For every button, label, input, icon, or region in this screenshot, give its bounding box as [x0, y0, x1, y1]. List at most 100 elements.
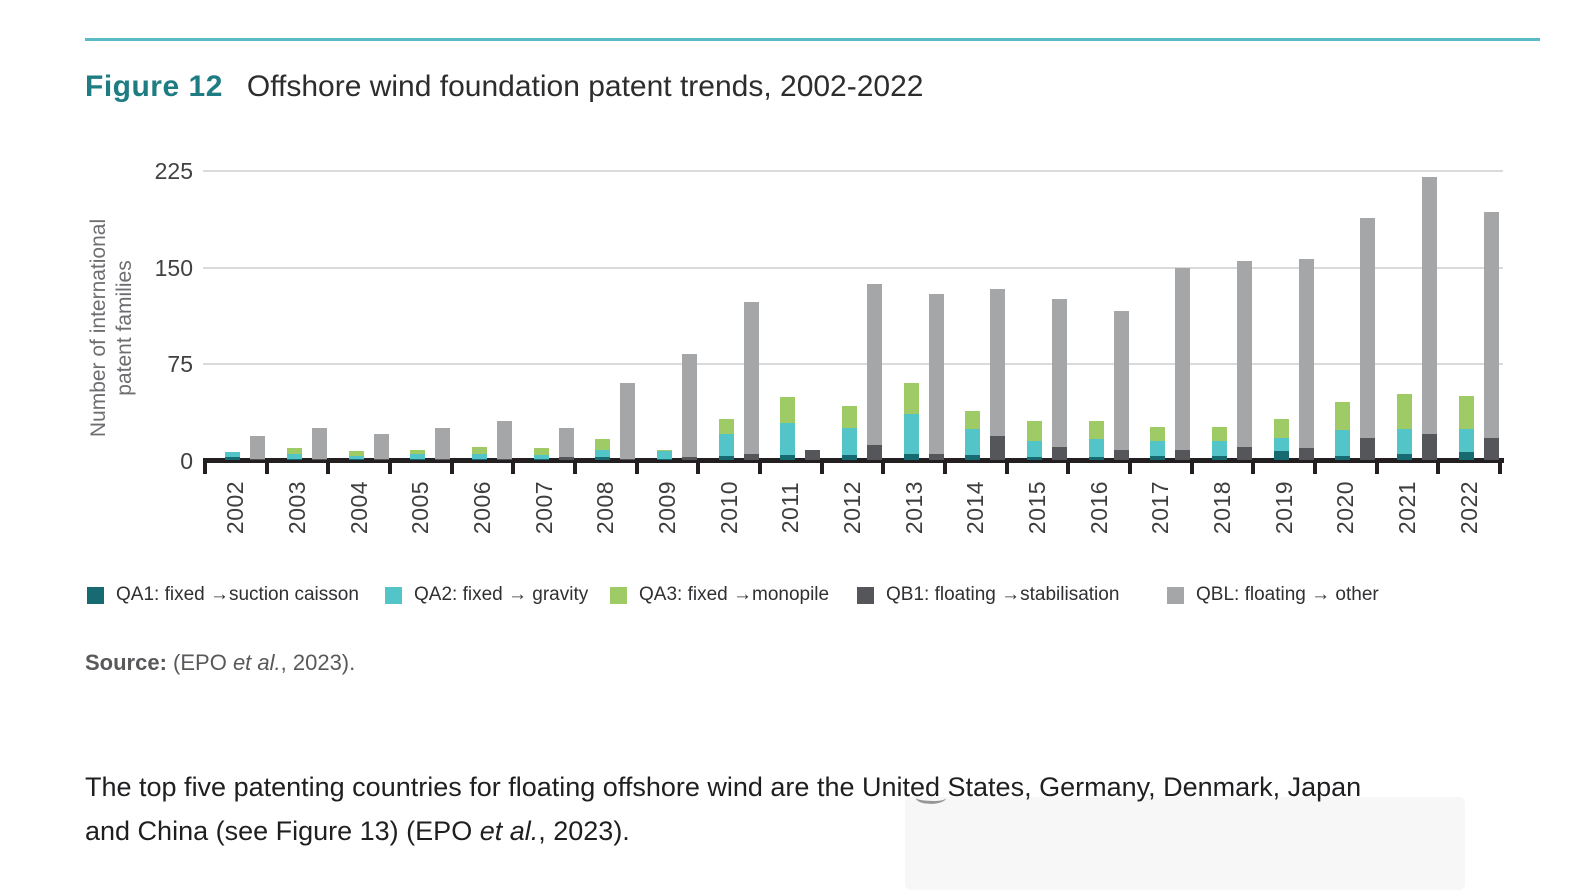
bar-segment-QA2-2011 [780, 422, 796, 455]
bar-segment-QA3-2017 [1150, 426, 1166, 441]
bar-segment-QA2-2005 [410, 453, 426, 459]
bar-segment-QB1-2018 [1237, 447, 1252, 460]
bar-segment-QA3-2022 [1458, 395, 1474, 430]
year-text: 2004 [345, 480, 372, 534]
paragraph-etal: et al. [479, 816, 539, 846]
bar-segment-QA3-2010 [718, 418, 734, 435]
bar-fixed-2012 [842, 0, 857, 460]
x-tick-label-2003: 2003 [266, 474, 330, 540]
bar-segment-QA2-2015 [1027, 440, 1042, 458]
bar-segment-QB1-2006 [497, 458, 512, 460]
bar-segment-QBL-2004 [373, 434, 389, 459]
bar-segment-QBL-2014 [990, 288, 1006, 436]
x-axis-tick [573, 459, 577, 474]
highlight-artifact [905, 797, 1465, 890]
bar-segment-QA1-2018 [1212, 456, 1227, 460]
bar-segment-QBL-2021 [1422, 176, 1437, 435]
bar-segment-QA1-2011 [780, 454, 796, 460]
x-tick-label-2016: 2016 [1067, 474, 1131, 540]
x-axis-tick [819, 459, 824, 474]
x-axis-tick [881, 459, 886, 474]
bar-segment-QA3-2004 [348, 450, 364, 457]
bar-segment-QBL-2020 [1360, 218, 1376, 439]
bar-segment-QA1-2014 [965, 454, 981, 460]
x-axis-tick [1251, 459, 1256, 474]
bar-segment-QA1-2013 [903, 453, 919, 460]
legend-label-qbl: QBL: floating → other [1196, 584, 1379, 605]
bar-floating-2012 [867, 0, 882, 460]
legend-swatch-qbl [1167, 586, 1184, 604]
bar-segment-QB1-2003 [312, 458, 327, 460]
bar-segment-QA2-2006 [472, 453, 487, 459]
bar-floating-2014 [990, 0, 1006, 460]
bar-floating-2007 [558, 0, 574, 460]
bar-fixed-2009 [657, 0, 672, 460]
bar-segment-QA2-2012 [842, 427, 857, 455]
bar-floating-2005 [435, 0, 451, 460]
bar-floating-2017 [1175, 0, 1191, 460]
x-axis-tick [1128, 459, 1132, 474]
bar-fixed-2020 [1335, 0, 1351, 460]
x-tick-label-2015: 2015 [1006, 474, 1070, 540]
bar-segment-QB1-2007 [558, 457, 574, 460]
year-text: 2012 [838, 480, 865, 534]
bar-segment-QA2-2017 [1150, 440, 1166, 457]
source-text: (EPO [166, 650, 233, 675]
year-text: 2013 [900, 480, 927, 534]
bar-fixed-2022 [1458, 0, 1474, 460]
bar-segment-QBL-2017 [1175, 268, 1191, 450]
bar-segment-QA3-2013 [903, 382, 919, 414]
year-text: 2016 [1085, 480, 1112, 534]
year-text: 2019 [1270, 480, 1297, 534]
x-axis-tick [1004, 459, 1009, 474]
bar-fixed-2005 [410, 0, 426, 460]
bar-fixed-2019 [1273, 0, 1289, 460]
legend-label-qa3: QA3: fixed →monopile [639, 584, 830, 605]
bar-segment-QBL-2009 [682, 354, 697, 458]
x-tick-label-2006: 2006 [451, 474, 515, 540]
year-text: 2002 [222, 480, 249, 534]
x-tick-label-2014: 2014 [944, 474, 1008, 540]
bar-segment-QA1-2020 [1335, 456, 1351, 460]
bar-segment-QA3-2012 [842, 405, 857, 428]
y-axis-title: Number of international patent families [86, 219, 139, 437]
figure-title: Offshore wind foundation patent trends, … [246, 70, 924, 103]
bar-segment-QB1-2004 [373, 458, 389, 460]
bar-floating-2003 [312, 0, 327, 460]
bar-segment-QA3-2020 [1335, 402, 1351, 431]
year-text: 2017 [1147, 480, 1174, 534]
bar-segment-QBL-2002 [250, 435, 266, 459]
bar-fixed-2006 [472, 0, 487, 460]
x-axis-tick [758, 459, 762, 474]
bar-floating-2010 [743, 0, 759, 460]
bar-chart: Number of international patent families … [86, 0, 1504, 540]
bar-fixed-2017 [1150, 0, 1166, 460]
bar-fixed-2003 [287, 0, 302, 460]
x-axis-tick [1498, 459, 1502, 474]
bar-segment-QB1-2017 [1175, 449, 1191, 460]
bar-floating-2009 [682, 0, 697, 460]
x-tick-label-2005: 2005 [389, 474, 453, 540]
year-text: 2007 [530, 480, 557, 534]
paragraph-line2: and China (see Figure 13) (EPO et al., 2… [85, 816, 630, 846]
x-tick-label-2020: 2020 [1314, 474, 1378, 540]
bar-segment-QA2-2019 [1273, 438, 1289, 451]
bar-segment-QB1-2015 [1052, 447, 1067, 460]
x-tick-label-2010: 2010 [697, 474, 761, 540]
bar-fixed-2011 [780, 0, 796, 460]
bar-floating-2004 [373, 0, 389, 460]
bar-segment-QB1-2019 [1298, 448, 1314, 460]
x-axis-tick [449, 459, 454, 474]
year-text: 2018 [1208, 480, 1235, 534]
gridline-150 [203, 266, 1503, 269]
year-text: 2020 [1332, 480, 1359, 534]
x-tick-label-2017: 2017 [1129, 474, 1193, 540]
year-text: 2005 [407, 480, 434, 534]
bar-segment-QA3-2011 [780, 396, 796, 423]
year-text: 2021 [1393, 480, 1420, 534]
year-text: 2015 [1023, 480, 1050, 534]
bar-segment-QBL-2018 [1237, 260, 1252, 448]
bar-fixed-2021 [1397, 0, 1412, 460]
bar-segment-QA2-2007 [533, 454, 549, 459]
legend-label-qb1: QB1: floating →stabilisation [886, 584, 1120, 605]
